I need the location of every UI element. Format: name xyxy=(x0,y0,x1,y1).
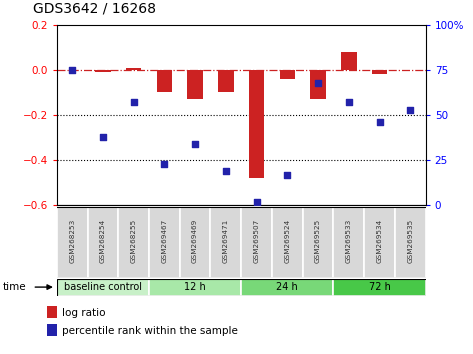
Bar xyxy=(149,207,180,278)
Text: GDS3642 / 16268: GDS3642 / 16268 xyxy=(33,2,156,16)
Text: log ratio: log ratio xyxy=(62,308,106,318)
Text: 12 h: 12 h xyxy=(184,282,206,292)
Text: 24 h: 24 h xyxy=(277,282,298,292)
Bar xyxy=(333,279,426,296)
Text: 72 h: 72 h xyxy=(368,282,391,292)
Bar xyxy=(187,70,203,99)
Bar xyxy=(341,52,357,70)
Point xyxy=(253,199,260,205)
Text: baseline control: baseline control xyxy=(64,282,142,292)
Text: GSM269524: GSM269524 xyxy=(284,219,290,263)
Bar xyxy=(333,207,364,278)
Bar xyxy=(249,70,264,178)
Bar xyxy=(364,207,395,278)
Point xyxy=(406,107,414,113)
Text: GSM269471: GSM269471 xyxy=(223,219,229,263)
Text: GSM268253: GSM268253 xyxy=(69,219,75,263)
Text: GSM269507: GSM269507 xyxy=(254,219,260,263)
Bar xyxy=(272,207,303,278)
Point xyxy=(345,99,352,105)
Bar xyxy=(303,207,333,278)
Bar xyxy=(372,70,387,74)
Bar xyxy=(310,70,326,99)
Text: GSM269467: GSM269467 xyxy=(161,219,167,263)
Bar xyxy=(210,207,241,278)
Point xyxy=(283,172,291,177)
Point xyxy=(191,141,199,147)
Bar xyxy=(395,207,426,278)
Bar xyxy=(88,207,118,278)
Bar xyxy=(47,306,57,318)
Bar xyxy=(241,207,272,278)
Point xyxy=(376,119,383,125)
Bar xyxy=(47,324,57,336)
Bar xyxy=(180,207,210,278)
Bar xyxy=(118,207,149,278)
Point xyxy=(222,168,230,174)
Text: time: time xyxy=(2,282,26,292)
Text: GSM269469: GSM269469 xyxy=(192,219,198,263)
Point xyxy=(314,80,322,85)
Text: percentile rank within the sample: percentile rank within the sample xyxy=(62,326,238,336)
Point xyxy=(68,67,76,73)
Bar xyxy=(57,207,88,278)
Text: GSM268254: GSM268254 xyxy=(100,219,106,263)
Bar xyxy=(218,70,234,92)
Bar xyxy=(241,279,333,296)
Point xyxy=(99,134,107,139)
Text: GSM268255: GSM268255 xyxy=(131,219,137,263)
Text: GSM269533: GSM269533 xyxy=(346,219,352,263)
Point xyxy=(130,99,137,105)
Bar xyxy=(57,279,149,296)
Bar xyxy=(280,70,295,79)
Bar xyxy=(157,70,172,92)
Point xyxy=(160,161,168,167)
Bar xyxy=(149,279,241,296)
Text: GSM269535: GSM269535 xyxy=(407,219,413,263)
Text: GSM269525: GSM269525 xyxy=(315,219,321,263)
Bar xyxy=(126,68,141,70)
Text: GSM269534: GSM269534 xyxy=(377,219,383,263)
Bar xyxy=(95,70,111,72)
